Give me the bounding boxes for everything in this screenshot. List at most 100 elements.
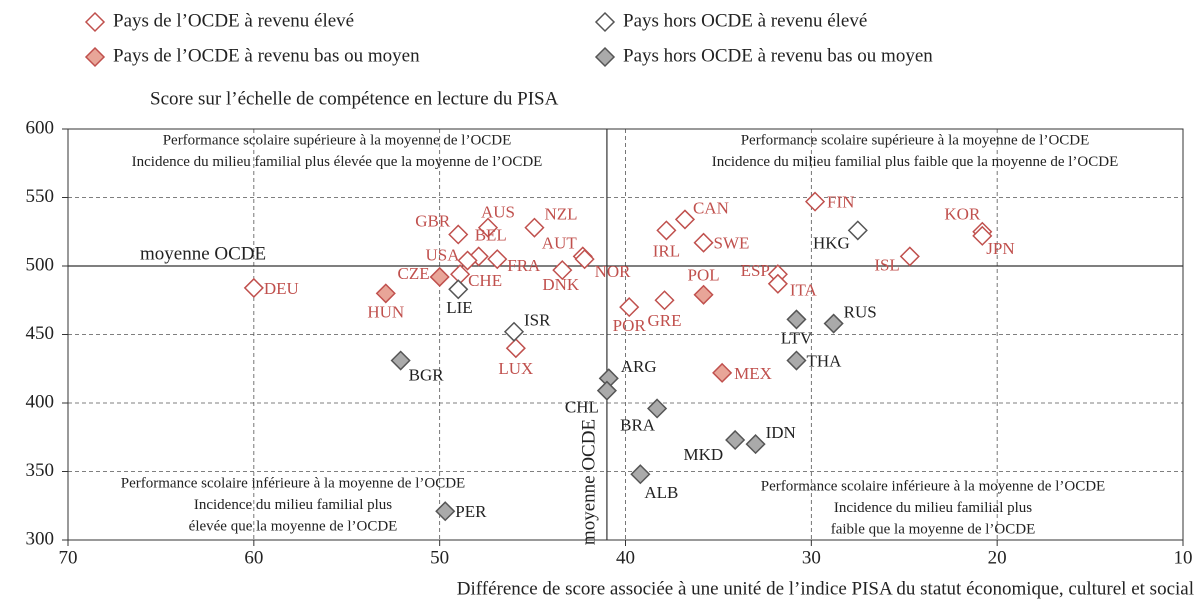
legend-label: Pays hors OCDE à revenu bas ou moyen: [623, 45, 933, 66]
point-label: DNK: [542, 275, 580, 294]
point-label: ITA: [790, 281, 818, 300]
point-label: ISL: [874, 255, 900, 274]
data-point: [712, 362, 733, 383]
data-point: [823, 313, 844, 334]
data-point: [574, 249, 595, 270]
data-point: [630, 464, 651, 485]
point-label: POR: [613, 316, 647, 335]
point-label: JPN: [986, 239, 1014, 258]
point-label: BGR: [409, 365, 445, 384]
point-label: THA: [806, 351, 842, 370]
legend-label: Pays de l’OCDE à revenu bas ou moyen: [113, 45, 420, 66]
point-label: NOR: [595, 262, 632, 281]
point-label: MEX: [734, 364, 772, 383]
data-point: [656, 220, 677, 241]
point-label: LIE: [446, 298, 472, 317]
legend-marker: [84, 11, 106, 33]
data-point: [596, 380, 617, 401]
legend-marker: [84, 46, 106, 68]
data-point: [847, 220, 868, 241]
data-point: [804, 191, 826, 212]
quadrant-note: faible que la moyenne de l’OCDE: [831, 521, 1036, 537]
data-point: [243, 277, 264, 298]
mean-label: moyenne OCDE: [140, 243, 266, 264]
data-point: [745, 434, 766, 455]
data-point: [619, 297, 640, 318]
data-point: [524, 217, 545, 238]
point-label: NZL: [544, 205, 577, 224]
data-point: [448, 279, 469, 300]
x-tick-label: 50: [430, 547, 449, 568]
point-label: PER: [455, 502, 487, 521]
data-point: [487, 249, 508, 270]
quadrant-note: Performance scolaire supérieure à la moy…: [741, 132, 1090, 148]
point-label: AUT: [542, 233, 578, 252]
y-axis-label: Score sur l’échelle de compétence en lec…: [150, 88, 559, 109]
quadrant-note: Incidence du milieu familial plus: [194, 497, 392, 513]
legend-label: Pays de l’OCDE à revenu élevé: [113, 10, 354, 31]
data-point: [435, 501, 456, 522]
quadrant-note: Performance scolaire inférieure à la moy…: [761, 478, 1105, 494]
data-point: [899, 246, 920, 267]
point-label: IRL: [653, 241, 680, 260]
point-label: FRA: [507, 256, 541, 275]
data-point: [654, 290, 675, 311]
point-label: ESP: [741, 261, 770, 280]
data-point: [375, 283, 396, 304]
legend-marker: [594, 46, 616, 68]
data-point: [390, 350, 411, 371]
y-tick-label: 500: [26, 254, 55, 275]
data-point: [674, 209, 696, 230]
point-label: KOR: [944, 205, 981, 224]
point-label: ISR: [524, 311, 551, 330]
y-tick-label: 600: [26, 117, 55, 138]
legend-marker: [594, 11, 616, 33]
point-label: RUS: [844, 302, 877, 321]
point-label: ALB: [644, 483, 678, 502]
x-tick-label: 20: [988, 547, 1007, 568]
point-label: BEL: [475, 225, 507, 244]
point-label: FIN: [827, 193, 854, 212]
data-point: [972, 225, 993, 246]
point-label: LUX: [498, 359, 533, 378]
legend-label: Pays hors OCDE à revenu élevé: [623, 10, 867, 31]
x-tick-label: 60: [244, 547, 263, 568]
point-label: IDN: [766, 423, 796, 442]
data-point: [786, 350, 807, 371]
data-point: [693, 284, 714, 305]
data-point: [477, 217, 499, 238]
quadrant-note: Performance scolaire inférieure à la moy…: [121, 475, 465, 491]
point-label: POL: [687, 266, 719, 285]
x-tick-label: 70: [59, 547, 78, 568]
point-label: CAN: [693, 198, 729, 217]
quadrant-note: Performance scolaire supérieure à la moy…: [163, 132, 512, 148]
data-point: [767, 273, 788, 294]
point-label: CHE: [468, 271, 502, 290]
point-label: BRA: [620, 415, 656, 434]
point-label: CHL: [565, 398, 599, 417]
quadrant-note: élevée que la moyenne de l’OCDE: [189, 518, 398, 534]
point-label: HUN: [367, 302, 404, 321]
quadrant-note: Incidence du milieu familial plus: [834, 500, 1032, 516]
x-tick-label: 40: [616, 547, 635, 568]
point-label: DEU: [264, 279, 299, 298]
x-tick-label: 10: [1174, 547, 1193, 568]
data-point: [457, 250, 478, 271]
x-axis-label: Différence de score associée à une unité…: [457, 578, 1194, 599]
point-label: MKD: [683, 445, 723, 464]
data-point: [786, 309, 807, 330]
data-point: [429, 266, 450, 288]
mean-label: moyenne OCDE: [578, 419, 599, 545]
data-point: [647, 398, 668, 419]
y-tick-label: 300: [26, 528, 55, 549]
point-label: CZE: [398, 264, 430, 283]
data-point: [725, 429, 746, 451]
y-tick-label: 350: [26, 460, 55, 481]
x-tick-label: 30: [802, 547, 821, 568]
y-tick-label: 400: [26, 391, 55, 412]
point-label: GRE: [648, 311, 682, 330]
point-label: ARG: [621, 357, 657, 376]
point-label: GBR: [415, 211, 451, 230]
point-label: AUS: [481, 203, 515, 222]
